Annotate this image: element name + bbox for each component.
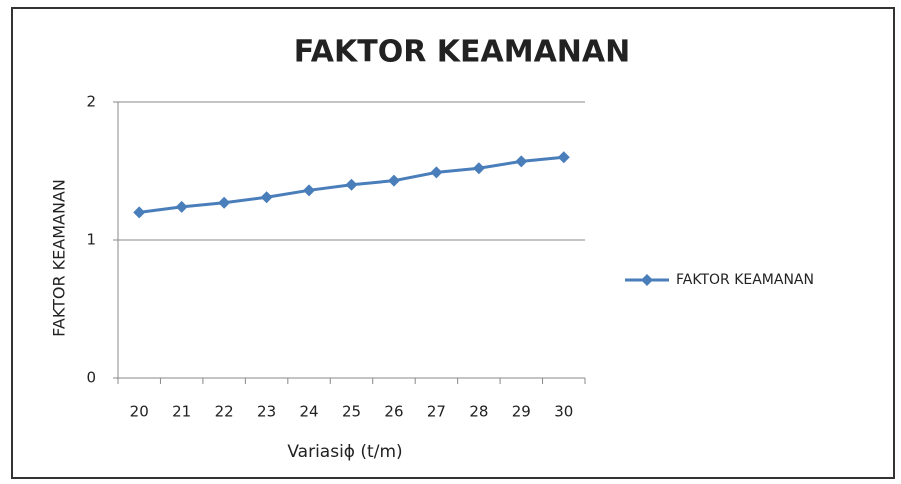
x-tick-label: 30 — [554, 403, 573, 421]
data-point — [218, 196, 231, 209]
x-tick-label: 27 — [427, 403, 446, 421]
y-axis-label: FAKTOR KEAMANAN — [50, 179, 69, 337]
x-axis-label: Variasiϕ (t/m) — [287, 442, 402, 462]
x-tick-label: 26 — [384, 403, 403, 421]
data-point — [472, 162, 485, 175]
x-tick-label: 22 — [215, 403, 234, 421]
data-point — [303, 184, 316, 197]
x-tick-label: 20 — [130, 403, 149, 421]
legend-label: FAKTOR KEAMANAN — [676, 272, 814, 288]
y-tick-label: 1 — [86, 231, 96, 249]
data-point — [175, 200, 188, 213]
chart-frame — [11, 7, 895, 479]
x-tick-label: 28 — [469, 403, 488, 421]
x-tick-label: 24 — [299, 403, 318, 421]
x-tick-label: 23 — [257, 403, 276, 421]
legend-marker — [641, 274, 653, 286]
x-tick-label: 29 — [512, 403, 531, 421]
data-point — [430, 166, 443, 179]
data-point — [260, 191, 273, 204]
data-point — [387, 174, 400, 187]
x-tick-label: 25 — [342, 403, 361, 421]
y-tick-label: 0 — [86, 369, 96, 387]
chart-title: FAKTOR KEAMANAN — [294, 35, 631, 70]
x-tick-label: 21 — [172, 403, 191, 421]
data-point — [557, 151, 570, 164]
data-point — [345, 178, 358, 191]
data-point — [133, 206, 146, 219]
y-tick-label: 2 — [86, 93, 96, 111]
data-point — [515, 155, 528, 168]
